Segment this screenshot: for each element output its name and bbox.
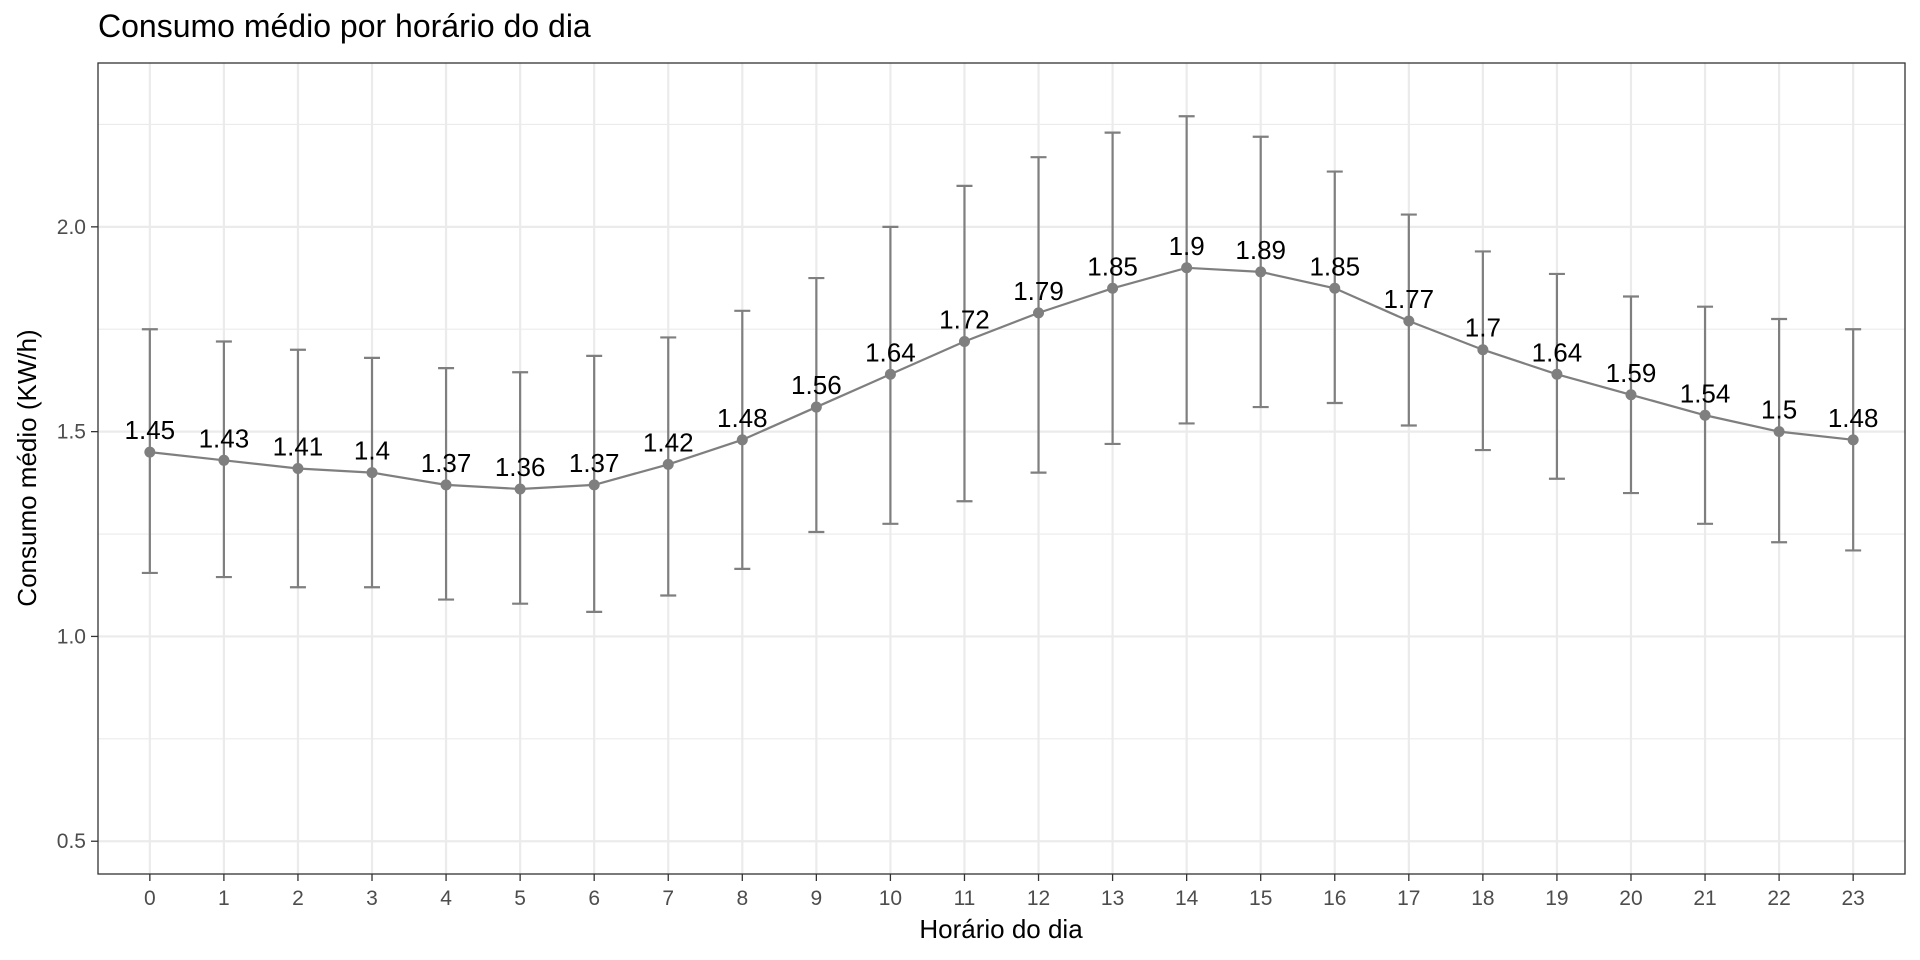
x-axis-title: Horário do dia <box>919 914 1083 944</box>
x-tick-label: 5 <box>514 887 526 910</box>
x-tick-label: 23 <box>1841 887 1864 910</box>
data-point <box>218 454 230 466</box>
data-label: 1.48 <box>1828 403 1879 433</box>
x-tick-label: 7 <box>662 887 674 910</box>
x-tick-label: 19 <box>1545 887 1568 910</box>
data-label: 1.64 <box>1532 337 1583 367</box>
x-axis: 0 1 2 3 4 5 6 7 8 9 10 11 12 13 14 15 16 17 18 19 20 21 22 23 <box>144 874 1865 910</box>
data-label: 1.56 <box>791 370 842 400</box>
plot-border <box>97 62 1906 875</box>
data-label: 1.4 <box>354 436 390 466</box>
data-label: 1.79 <box>1013 276 1064 306</box>
y-tick-label: 1.0 <box>57 625 86 648</box>
data-point <box>144 446 156 458</box>
series-line <box>149 266 1854 491</box>
x-tick-label: 22 <box>1767 887 1790 910</box>
data-label: 1.72 <box>939 305 990 335</box>
data-label: 1.89 <box>1235 235 1286 265</box>
x-tick-label: 3 <box>366 887 378 910</box>
x-tick-label: 2 <box>292 887 304 910</box>
line-layer <box>149 266 1854 491</box>
x-tick-label: 6 <box>588 887 600 910</box>
data-label: 1.36 <box>495 452 546 482</box>
data-label: 1.77 <box>1384 284 1435 314</box>
data-point <box>514 483 526 495</box>
data-point <box>1773 426 1785 438</box>
x-tick-label: 13 <box>1101 887 1124 910</box>
x-tick-label: 9 <box>811 887 823 910</box>
data-label: 1.85 <box>1087 251 1138 281</box>
x-tick-label: 8 <box>736 887 748 910</box>
data-point <box>958 336 970 348</box>
data-label: 1.37 <box>421 448 472 478</box>
point-layer <box>144 262 1859 495</box>
data-point <box>1477 344 1489 356</box>
data-point <box>810 401 822 413</box>
data-point <box>588 479 600 491</box>
x-tick-label: 20 <box>1619 887 1642 910</box>
data-point <box>1107 282 1119 294</box>
x-tick-label: 21 <box>1693 887 1716 910</box>
data-label: 1.37 <box>569 448 620 478</box>
data-point <box>884 368 896 380</box>
data-point <box>1033 307 1045 319</box>
data-point <box>1551 368 1563 380</box>
data-label: 1.54 <box>1680 378 1731 408</box>
chart-title: Consumo médio por horário do dia <box>98 8 591 44</box>
data-point <box>1847 434 1859 446</box>
x-tick-label: 0 <box>144 887 156 910</box>
x-tick-label: 18 <box>1471 887 1494 910</box>
data-point <box>1403 315 1415 327</box>
data-label: 1.43 <box>199 423 250 453</box>
data-label: 1.48 <box>717 403 768 433</box>
data-point <box>1625 389 1637 401</box>
data-point <box>736 434 748 446</box>
x-tick-label: 1 <box>218 887 230 910</box>
data-point <box>1181 262 1193 274</box>
x-tick-label: 11 <box>954 887 976 910</box>
data-label: 1.85 <box>1309 251 1360 281</box>
x-tick-label: 10 <box>879 887 902 910</box>
data-point <box>440 479 452 491</box>
data-point <box>1699 409 1711 421</box>
data-label: 1.59 <box>1606 358 1657 388</box>
x-tick-label: 12 <box>1027 887 1050 910</box>
data-label: 1.64 <box>865 337 916 367</box>
data-point <box>366 467 378 479</box>
data-point <box>662 458 674 470</box>
data-label: 1.41 <box>273 432 324 462</box>
data-label: 1.42 <box>643 427 694 457</box>
data-label: 1.7 <box>1465 313 1501 343</box>
x-tick-label: 14 <box>1175 887 1199 910</box>
x-tick-label: 4 <box>440 887 452 910</box>
y-axis: 0.5 1.0 1.5 2.0 <box>57 216 98 853</box>
data-label: 1.5 <box>1761 395 1797 425</box>
data-point <box>1329 282 1341 294</box>
y-tick-label: 0.5 <box>57 830 86 853</box>
label-layer: 1.45 1.43 1.41 1.4 1.37 1.36 1.37 1.42 1.48 1.56 1… <box>125 231 1879 482</box>
y-axis-title: Consumo médio (KW/h) <box>12 329 42 606</box>
x-tick-label: 16 <box>1323 887 1346 910</box>
x-tick-label: 15 <box>1249 887 1272 910</box>
y-tick-label: 2.0 <box>57 216 86 239</box>
errorbar-layer <box>141 115 1862 613</box>
data-point <box>1255 266 1267 278</box>
x-tick-label: 17 <box>1397 887 1420 910</box>
data-point <box>292 463 304 474</box>
data-label: 1.45 <box>125 415 176 445</box>
y-tick-label: 1.5 <box>57 421 86 444</box>
data-label: 1.9 <box>1169 231 1205 261</box>
